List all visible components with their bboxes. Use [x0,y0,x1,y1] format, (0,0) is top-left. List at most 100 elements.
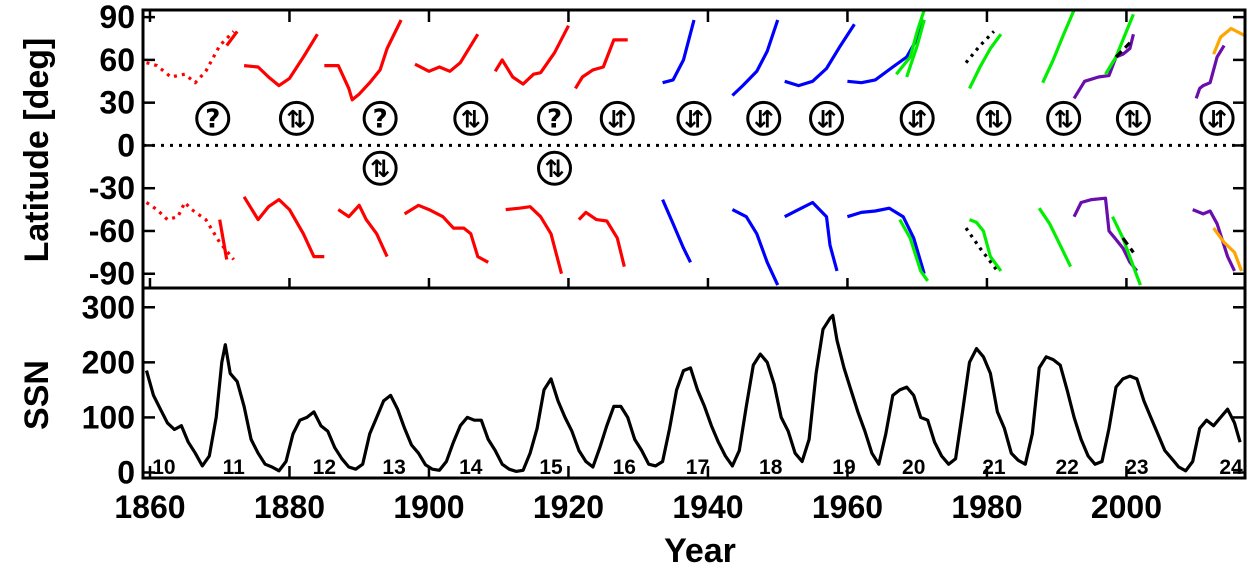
polarity-symbol-6-glyph: ⇅ [544,155,564,183]
polarity-symbol-5-circle [537,100,573,136]
top-y-axis-label: Latitude [deg] [18,38,56,263]
polar-field-line-11 [895,9,926,76]
polar-field-line-7 [662,19,696,85]
polarity-symbol-12-circle [976,100,1012,136]
polar-field-line-32 [898,218,930,282]
polar-field-line-15 [1041,9,1076,84]
cycle-label-19: 19 [832,456,855,479]
polar-field-line-24 [337,203,389,258]
polar-field-line-0 [146,30,235,85]
polar-field-panel: ? ⇅ ? ⇅ ⇅ ? ⇅ ⇵ ⇵ ⇵ ⇵ ⇵ ⇅ ⇅ ⇅ ⇵ 90 60 30 0 -30 -60 -90 [89,0,1247,292]
polarity-symbol-2-glyph: ? [373,104,388,134]
polarity-symbol-4-circle [453,100,489,136]
cycle-label-21: 21 [982,456,1006,479]
polarity-symbol-4-glyph: ⇅ [461,105,481,133]
polar-field-line-21 [145,200,235,261]
cycle-label-16: 16 [613,456,636,479]
polar-field-line-35 [1037,207,1073,268]
bottom-ytick-label-3: 300 [82,289,135,325]
bottom-y-axis-label: SSN [18,360,56,430]
polarity-symbol-2-circle [362,100,398,136]
polar-field-line-12 [905,19,926,78]
xtick-label-7: 2000 [1091,489,1162,525]
polar-field-line-40 [1212,227,1243,272]
polarity-symbol-6-circle [537,150,573,186]
cycle-label-17: 17 [686,456,709,479]
cycle-label-12: 12 [313,456,336,479]
cycle-label-15: 15 [539,456,563,479]
polar-field-line-5 [493,24,570,86]
cycle-label-14: 14 [459,456,483,479]
top-ytick-label-3: 0 [117,127,135,163]
polarity-symbol-7-circle [599,100,635,136]
polarity-symbol-15-glyph: ⇵ [1207,105,1227,133]
polar-field-line-36 [1072,196,1139,272]
polar-field-line-31 [846,206,926,275]
cycle-label-23: 23 [1125,456,1148,479]
polar-field-line-8 [731,19,780,97]
polarity-symbol-7-glyph: ⇵ [607,105,627,133]
polarity-symbol-13-circle [1046,100,1082,136]
polar-field-line-34 [968,218,1003,272]
top-ytick-label-5: -60 [89,213,135,249]
polar-field-line-28 [661,198,692,264]
polar-field-line-25 [403,203,489,264]
polar-field-line-20 [1212,26,1246,55]
polar-field-line-37 [1111,216,1142,286]
polar-field-line-6 [574,38,628,90]
cycle-label-13: 13 [382,456,405,479]
polar-field-line-29 [731,208,780,286]
xtick-label-3: 1920 [533,489,604,525]
polar-field-line-26 [505,205,564,275]
polar-field-line-39 [1192,208,1236,272]
polar-field-line-14 [968,33,1003,90]
polarity-symbol-10-glyph: ⇵ [816,105,836,133]
top-ytick-label-2: 30 [99,85,135,121]
polarity-symbol-3-circle [362,150,398,186]
cycle-label-20: 20 [902,456,925,479]
polarity-symbol-5-glyph: ? [547,104,562,134]
bottom-ytick-label-2: 200 [82,344,135,380]
polar-field-line-2 [243,33,319,88]
polar-field-line-10 [847,19,926,85]
xtick-label-0: 1860 [114,489,185,525]
polarity-symbol-8-glyph: ⇵ [684,105,704,133]
polarity-symbol-1-circle [278,100,314,136]
polarity-symbol-13-glyph: ⇅ [1054,105,1074,133]
polarity-symbol-10-circle [809,100,845,136]
polarity-symbol-8-circle [676,100,712,136]
polarity-symbol-12-glyph: ⇅ [984,105,1004,133]
cycle-label-24: 24 [1219,456,1243,479]
xtick-label-5: 1960 [812,489,883,525]
xtick-label-4: 1940 [672,489,743,525]
polar-field-line-17 [1104,13,1135,76]
sunspot-number-line [144,313,1242,473]
top-ytick-label-4: -30 [89,170,135,206]
polar-field-line-18 [1114,41,1132,59]
bottom-panel-frame [141,286,1247,480]
cycle-label-10: 10 [152,456,175,479]
polar-field-line-4 [414,33,480,73]
xtick-label-6: 1980 [951,489,1022,525]
polarity-symbol-0-circle [195,100,231,136]
cycle-label-22: 22 [1055,456,1078,479]
top-ytick-label-6: -90 [89,256,135,292]
xtick-label-1: 1880 [254,489,325,525]
polar-field-line-22 [218,219,229,260]
polarity-symbol-9-circle [746,100,782,136]
polar-field-line-9 [784,23,856,88]
polarity-symbol-9-glyph: ⇵ [754,105,774,133]
polar-field-line-27 [577,210,626,267]
top-ytick-label-1: 60 [99,42,135,78]
polarity-symbol-14-circle [1115,100,1151,136]
cycle-label-11: 11 [223,456,246,479]
top-ytick-label-0: 90 [99,0,135,35]
polarity-symbol-15-circle [1199,100,1235,136]
polarity-symbol-3-glyph: ⇅ [370,155,390,183]
polar-field-line-30 [783,200,839,272]
polar-field-line-38 [1121,237,1135,254]
polarity-symbol-11-glyph: ⇵ [907,105,927,133]
x-axis-label: Year [664,532,736,569]
